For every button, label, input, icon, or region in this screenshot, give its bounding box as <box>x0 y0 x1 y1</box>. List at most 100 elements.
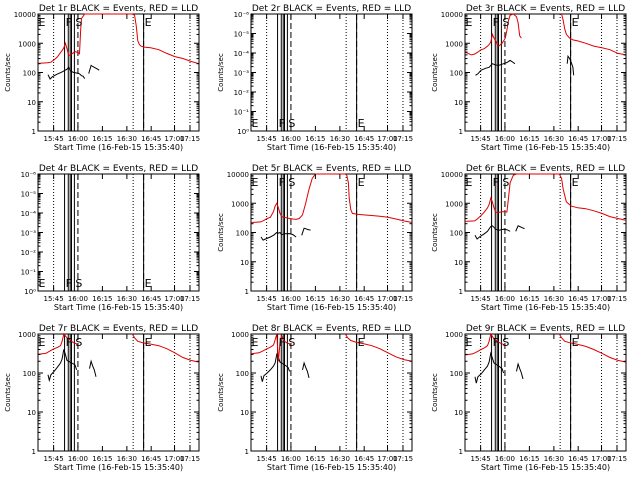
y-axis-label: Counts/sec <box>4 373 12 412</box>
lld-series-line <box>464 173 627 222</box>
x-tick-label: 16:45 <box>568 295 588 303</box>
x-tick-label: 17:15 <box>180 295 200 303</box>
x-tick-label: 15:45 <box>471 455 491 463</box>
event-marker-label: S <box>288 176 295 189</box>
x-tick-label: 15:45 <box>257 295 277 303</box>
events-series-line <box>515 225 525 232</box>
y-tick-label: 10⁻² <box>234 89 250 97</box>
lld-series-line <box>561 13 627 56</box>
y-tick-label: 1 <box>245 288 249 296</box>
y-tick-label: 10⁻² <box>21 249 37 257</box>
x-tick-label: 16:45 <box>141 135 161 143</box>
edge-marker-label: E <box>465 16 472 29</box>
event-marker-label: E <box>358 336 365 349</box>
x-axis-label: Start Time (16-Feb-15 15:35:40) <box>267 463 396 472</box>
event-marker-label: S <box>288 336 295 349</box>
panel-title: Det 4r BLACK = Events, RED = LLD <box>39 164 198 174</box>
y-tick-label: 10000 <box>441 11 463 19</box>
panel-title: Det 8r BLACK = Events, RED = LLD <box>252 324 411 334</box>
y-tick-label: 100 <box>236 370 249 378</box>
x-tick-label: 16:15 <box>92 135 112 143</box>
x-tick-label: 15:45 <box>257 135 277 143</box>
lld-series-line <box>558 333 627 363</box>
panel-title: Det 6r BLACK = Events, RED = LLD <box>466 164 625 174</box>
x-tick-label: 17:00 <box>377 135 397 143</box>
y-tick-label: 1000 <box>18 331 36 339</box>
x-tick-label: 16:00 <box>68 295 88 303</box>
y-tick-label: 1000 <box>231 200 249 208</box>
event-marker-label: F <box>279 336 285 349</box>
y-tick-label: 100 <box>450 70 463 78</box>
x-tick-label: 15:45 <box>471 135 491 143</box>
y-tick-label: 10 <box>240 259 249 267</box>
y-axis-label: Counts/sec <box>217 373 225 412</box>
x-axis-label: Start Time (16-Feb-15 15:35:40) <box>267 303 396 312</box>
event-marker-label: E <box>358 117 365 130</box>
events-series-line <box>260 352 291 382</box>
x-tick-label: 16:15 <box>305 455 325 463</box>
y-tick-label: 1 <box>459 448 463 456</box>
x-tick-label: 17:15 <box>393 295 413 303</box>
x-tick-label: 16:30 <box>330 455 350 463</box>
events-series-line <box>474 225 511 240</box>
detector-panel-6: Det 6r BLACK = Events, RED = LLD F S E E 1 10 1… <box>431 164 627 312</box>
y-axis-label: Counts/sec <box>431 373 439 412</box>
x-tick-label: 16:15 <box>519 135 539 143</box>
panel-title: Det 5r BLACK = Events, RED = LLD <box>252 164 411 174</box>
y-tick-label: 1000 <box>445 40 463 48</box>
x-axis-label: Start Time (16-Feb-15 15:35:40) <box>481 143 610 152</box>
panel-title: Det 7r BLACK = Events, RED = LLD <box>39 324 198 334</box>
y-axis-label: Counts/sec <box>4 53 12 92</box>
y-tick-label: 10⁰ <box>237 128 249 136</box>
event-marker-label: F <box>493 176 499 189</box>
y-tick-label: 10 <box>454 99 463 107</box>
x-tick-label: 16:30 <box>330 295 350 303</box>
x-tick-label: 16:45 <box>354 295 374 303</box>
y-tick-label: 1000 <box>445 331 463 339</box>
y-tick-label: 10⁻⁶ <box>21 171 37 179</box>
x-tick-label: 17:15 <box>607 295 627 303</box>
x-tick-label: 16:30 <box>117 455 137 463</box>
event-marker-label: S <box>502 336 509 349</box>
y-tick-label: 1 <box>459 128 463 136</box>
y-axis-label: Counts/sec <box>217 213 225 252</box>
x-tick-label: 15:45 <box>471 295 491 303</box>
event-marker-label: S <box>288 117 295 130</box>
detector-panel-8: Det 8r BLACK = Events, RED = LLD F S E E 1 10 1… <box>217 324 413 472</box>
x-axis-label: Start Time (16-Feb-15 15:35:40) <box>54 303 183 312</box>
y-tick-label: 10⁻³ <box>234 70 250 78</box>
x-tick-label: 17:00 <box>377 455 397 463</box>
x-tick-label: 16:00 <box>68 455 88 463</box>
y-tick-label: 100 <box>23 70 36 78</box>
event-marker-label: E <box>145 277 152 290</box>
x-tick-label: 16:00 <box>68 135 88 143</box>
event-marker-label: S <box>75 277 82 290</box>
y-tick-label: 100 <box>450 370 463 378</box>
y-tick-label: 10⁻⁵ <box>234 31 250 39</box>
x-tick-label: 16:45 <box>141 295 161 303</box>
y-tick-label: 10 <box>27 409 36 417</box>
x-tick-label: 16:30 <box>117 135 137 143</box>
events-series-line <box>88 64 100 74</box>
y-axis-label: Counts/sec <box>431 53 439 92</box>
lld-series-line <box>344 333 413 362</box>
x-tick-label: 17:00 <box>164 295 184 303</box>
y-tick-label: 1 <box>32 128 36 136</box>
y-tick-label: 1000 <box>445 200 463 208</box>
lld-series-line <box>37 332 79 355</box>
x-tick-label: 16:00 <box>495 455 515 463</box>
detector-panel-7: Det 7r BLACK = Events, RED = LLD F S E E 1 10 1… <box>4 324 200 472</box>
event-marker-label: E <box>572 176 579 189</box>
events-series-line <box>47 66 86 80</box>
y-tick-label: 10000 <box>227 171 249 179</box>
events-series-line <box>47 349 78 383</box>
x-tick-label: 15:45 <box>44 455 64 463</box>
y-tick-label: 1000 <box>18 40 36 48</box>
y-tick-label: 100 <box>236 230 249 238</box>
edge-marker-label: E <box>465 336 472 349</box>
event-marker-label: S <box>502 16 509 29</box>
events-series-line <box>89 359 97 377</box>
